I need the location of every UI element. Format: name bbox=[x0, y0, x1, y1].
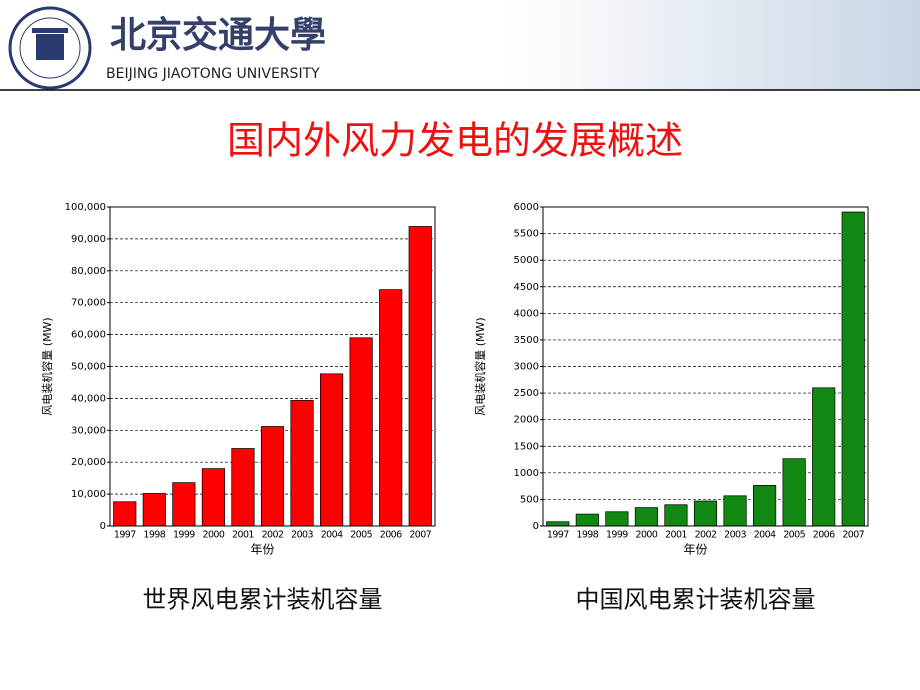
x-tick-label: 1999 bbox=[173, 530, 195, 541]
y-tick-label: 3000 bbox=[514, 362, 539, 373]
bar bbox=[142, 493, 166, 527]
x-axis-label: 年份 bbox=[250, 543, 274, 557]
bar bbox=[723, 495, 747, 527]
chart-caption: 世界风电累计装机容量 bbox=[143, 586, 383, 614]
x-tick-label: 2000 bbox=[636, 530, 658, 541]
x-tick-label: 1997 bbox=[114, 530, 136, 541]
y-axis-label: 风电装机容量 (MW) bbox=[473, 317, 487, 415]
plot-frame bbox=[109, 206, 436, 527]
y-tick-label: 10,000 bbox=[71, 489, 106, 500]
y-tick-label: 5500 bbox=[514, 229, 539, 240]
bar bbox=[753, 485, 777, 527]
bar bbox=[664, 504, 688, 527]
bar bbox=[379, 289, 403, 527]
bar bbox=[634, 507, 658, 527]
logo bbox=[8, 6, 92, 90]
y-tick-label: 4000 bbox=[514, 308, 539, 319]
bar bbox=[260, 426, 285, 527]
y-tick-label: 100,000 bbox=[65, 202, 106, 213]
y-tick-label: 3500 bbox=[514, 335, 539, 346]
x-tick-label: 2007 bbox=[842, 530, 864, 541]
x-tick-label: 2004 bbox=[321, 530, 343, 541]
plot-frame bbox=[542, 206, 869, 527]
bar bbox=[320, 373, 344, 527]
header-background bbox=[0, 0, 920, 90]
bar bbox=[201, 468, 225, 527]
y-tick-label: 50,000 bbox=[71, 362, 106, 373]
x-tick-label: 2005 bbox=[783, 530, 805, 541]
y-tick-label: 0 bbox=[533, 521, 539, 532]
chart-caption: 中国风电累计装机容量 bbox=[576, 586, 816, 614]
y-tick-label: 20,000 bbox=[71, 457, 106, 468]
y-tick-label: 500 bbox=[520, 494, 539, 505]
x-tick-label: 2000 bbox=[203, 530, 225, 541]
x-tick-label: 2006 bbox=[380, 530, 402, 541]
y-tick-label: 2000 bbox=[514, 415, 539, 426]
bar bbox=[605, 511, 629, 527]
bar bbox=[290, 399, 314, 527]
y-tick-label: 4500 bbox=[514, 282, 539, 293]
y-tick-label: 0 bbox=[100, 521, 106, 532]
university-name: BEIJING JIAOTONG UNIVERSITY bbox=[106, 66, 320, 82]
x-tick-label: 2001 bbox=[665, 530, 687, 541]
bar bbox=[231, 448, 255, 527]
logo-text: 北京交通大學 bbox=[110, 14, 326, 56]
y-tick-label: 1000 bbox=[514, 468, 539, 479]
bar bbox=[841, 211, 865, 527]
x-axis-label: 年份 bbox=[683, 543, 707, 557]
y-tick-label: 6000 bbox=[514, 202, 539, 213]
y-axis-label: 风电装机容量 (MW) bbox=[40, 317, 54, 415]
x-tick-label: 1998 bbox=[143, 530, 165, 541]
x-tick-label: 2002 bbox=[695, 530, 717, 541]
x-tick-label: 2007 bbox=[409, 530, 431, 541]
bar bbox=[575, 513, 599, 527]
bar bbox=[113, 501, 137, 527]
bar bbox=[349, 337, 373, 527]
y-tick-label: 30,000 bbox=[71, 425, 106, 436]
y-tick-label: 90,000 bbox=[71, 234, 106, 245]
bar bbox=[782, 458, 806, 527]
x-tick-label: 1997 bbox=[547, 530, 569, 541]
x-tick-label: 2002 bbox=[262, 530, 284, 541]
x-tick-label: 2006 bbox=[813, 530, 835, 541]
x-tick-label: 2005 bbox=[350, 530, 372, 541]
bar bbox=[172, 482, 196, 527]
bar bbox=[408, 226, 432, 527]
y-tick-label: 5000 bbox=[514, 255, 539, 266]
y-tick-label: 2500 bbox=[514, 388, 539, 399]
y-tick-label: 60,000 bbox=[71, 330, 106, 341]
x-tick-label: 2003 bbox=[724, 530, 746, 541]
x-tick-label: 1999 bbox=[606, 530, 628, 541]
bar bbox=[546, 521, 570, 527]
bar bbox=[812, 387, 836, 527]
y-tick-label: 70,000 bbox=[71, 298, 106, 309]
x-tick-label: 2001 bbox=[232, 530, 254, 541]
bar bbox=[693, 500, 718, 527]
y-tick-label: 40,000 bbox=[71, 393, 106, 404]
x-tick-label: 2004 bbox=[754, 530, 776, 541]
y-tick-label: 1500 bbox=[514, 441, 539, 452]
x-tick-label: 2003 bbox=[291, 530, 313, 541]
x-tick-label: 1998 bbox=[576, 530, 598, 541]
y-tick-label: 80,000 bbox=[71, 266, 106, 277]
slide-title: 国内外风力发电的发展概述 bbox=[227, 119, 683, 163]
